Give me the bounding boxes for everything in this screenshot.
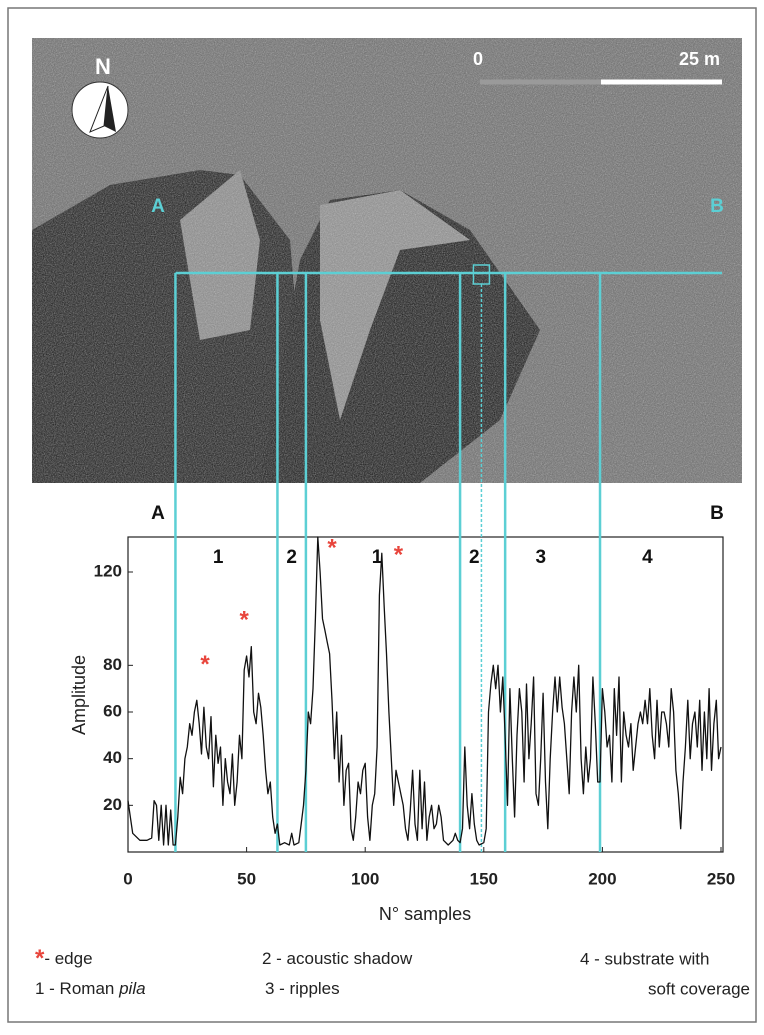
legend-text: 4 - substrate with xyxy=(580,949,709,968)
north-arrow xyxy=(104,86,116,132)
amplitude-line xyxy=(127,536,722,846)
edge-marker: * xyxy=(200,651,210,678)
legend-text: 3 - ripples xyxy=(265,979,340,998)
section-label: 4 xyxy=(642,547,653,568)
y-tick-label: 60 xyxy=(103,701,122,720)
sonar-image xyxy=(32,38,742,483)
x-tick-label: 250 xyxy=(707,869,735,888)
legend-text: 2 - acoustic shadow xyxy=(262,949,413,968)
legend-italic: pila xyxy=(118,979,145,998)
legend-text: 1 - Roman xyxy=(35,979,119,998)
x-axis-label: N° samples xyxy=(379,904,471,924)
profile-end: B xyxy=(710,196,724,217)
y-axis-label: Amplitude xyxy=(69,655,89,735)
profile-start: A xyxy=(151,503,165,524)
section-label: 1 xyxy=(372,547,383,568)
legend-text: - edge xyxy=(44,949,92,968)
x-tick-label: 200 xyxy=(588,869,616,888)
frame xyxy=(7,7,757,1023)
y-tick-label: 80 xyxy=(103,655,122,674)
section-label: 3 xyxy=(535,547,546,568)
legend-item: 2 - acoustic shadow xyxy=(262,949,413,968)
legend-symbol: * xyxy=(35,945,45,972)
profile-end: B xyxy=(710,503,724,524)
legend-text: soft coverage xyxy=(648,979,750,998)
y-tick-label: 120 xyxy=(94,561,122,580)
y-tick-label: 20 xyxy=(103,795,122,814)
x-tick-label: 0 xyxy=(123,869,132,888)
section-label: 2 xyxy=(469,547,480,568)
x-tick-label: 100 xyxy=(351,869,379,888)
x-tick-label: 50 xyxy=(237,869,256,888)
profile-start: A xyxy=(151,196,165,217)
scale-label: 25 m xyxy=(679,49,720,69)
north-label: N xyxy=(95,54,111,79)
legend-item: *- edge xyxy=(35,945,93,972)
scale-label: 0 xyxy=(473,49,483,69)
section-label: 2 xyxy=(286,547,297,568)
legend-item: 3 - ripples xyxy=(265,979,340,998)
section-label: 1 xyxy=(213,547,224,568)
legend-item: 1 - Roman pila xyxy=(35,979,146,998)
edge-marker: * xyxy=(240,607,250,634)
edge-marker: * xyxy=(327,534,337,561)
edge-marker: * xyxy=(394,541,404,568)
y-tick-label: 40 xyxy=(103,748,122,767)
texture xyxy=(32,38,742,483)
x-tick-label: 150 xyxy=(470,869,498,888)
